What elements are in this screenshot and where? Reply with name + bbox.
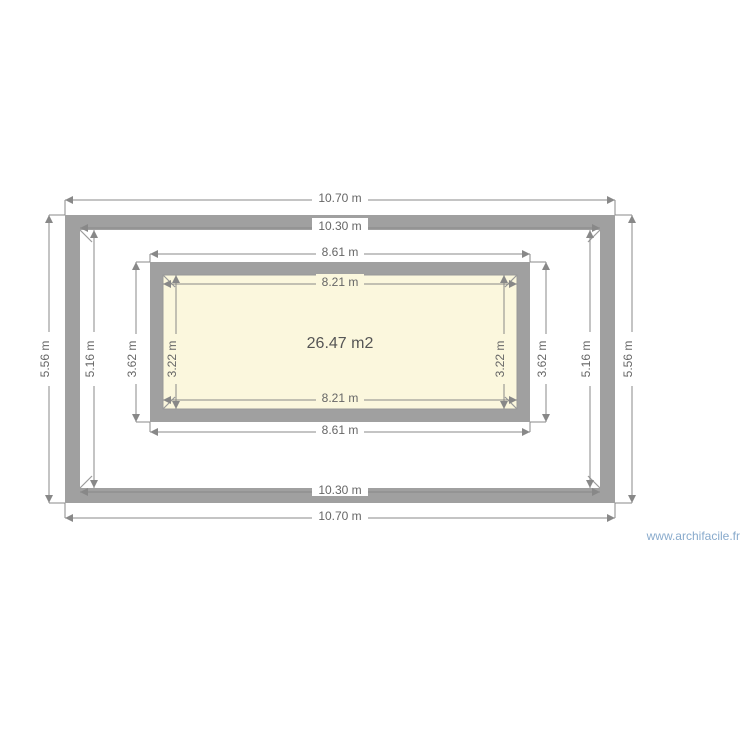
dim-label: 3.22 m [493,341,507,378]
dim-label: 5.16 m [83,341,97,378]
dim-label: 8.21 m [322,391,359,405]
dim-inner-height-left: 3.62 m [125,262,150,422]
dim-label: 10.30 m [318,219,361,233]
dim-outer-width-bot: 10.70 m [65,503,615,523]
dim-outer-inner-height-left: 5.16 m [83,230,104,488]
dim-label: 8.61 m [322,423,359,437]
dim-label: 8.61 m [322,245,359,259]
dim-inner-width-top: 8.61 m [150,244,530,262]
dim-label: 3.62 m [535,341,549,378]
dim-label: 3.22 m [165,341,179,378]
watermark-text: www.archifacile.fr [646,529,740,543]
dim-outer-inner-height-right: 5.16 m [579,230,600,488]
dim-outer-height-left: 5.56 m [38,215,65,503]
dim-inner-width-bot: 8.61 m [150,422,530,437]
room-area-label: 26.47 m2 [307,335,374,352]
dim-label: 10.70 m [318,191,361,205]
dim-inner-height-right: 3.62 m [530,262,556,422]
dim-label: 5.16 m [579,341,593,378]
dim-label: 10.70 m [318,509,361,523]
dim-outer-height-right: 5.56 m [615,215,642,503]
dim-label: 5.56 m [621,341,635,378]
dim-label: 10.30 m [318,483,361,497]
dim-outer-width-top: 10.70 m [65,190,615,215]
dim-label: 5.56 m [38,341,52,378]
floorplan-canvas: 26.47 m2 10.70 m 10.30 m 8.61 m 8.21 m [0,0,750,750]
dim-label: 3.62 m [125,341,139,378]
dim-label: 8.21 m [322,275,359,289]
